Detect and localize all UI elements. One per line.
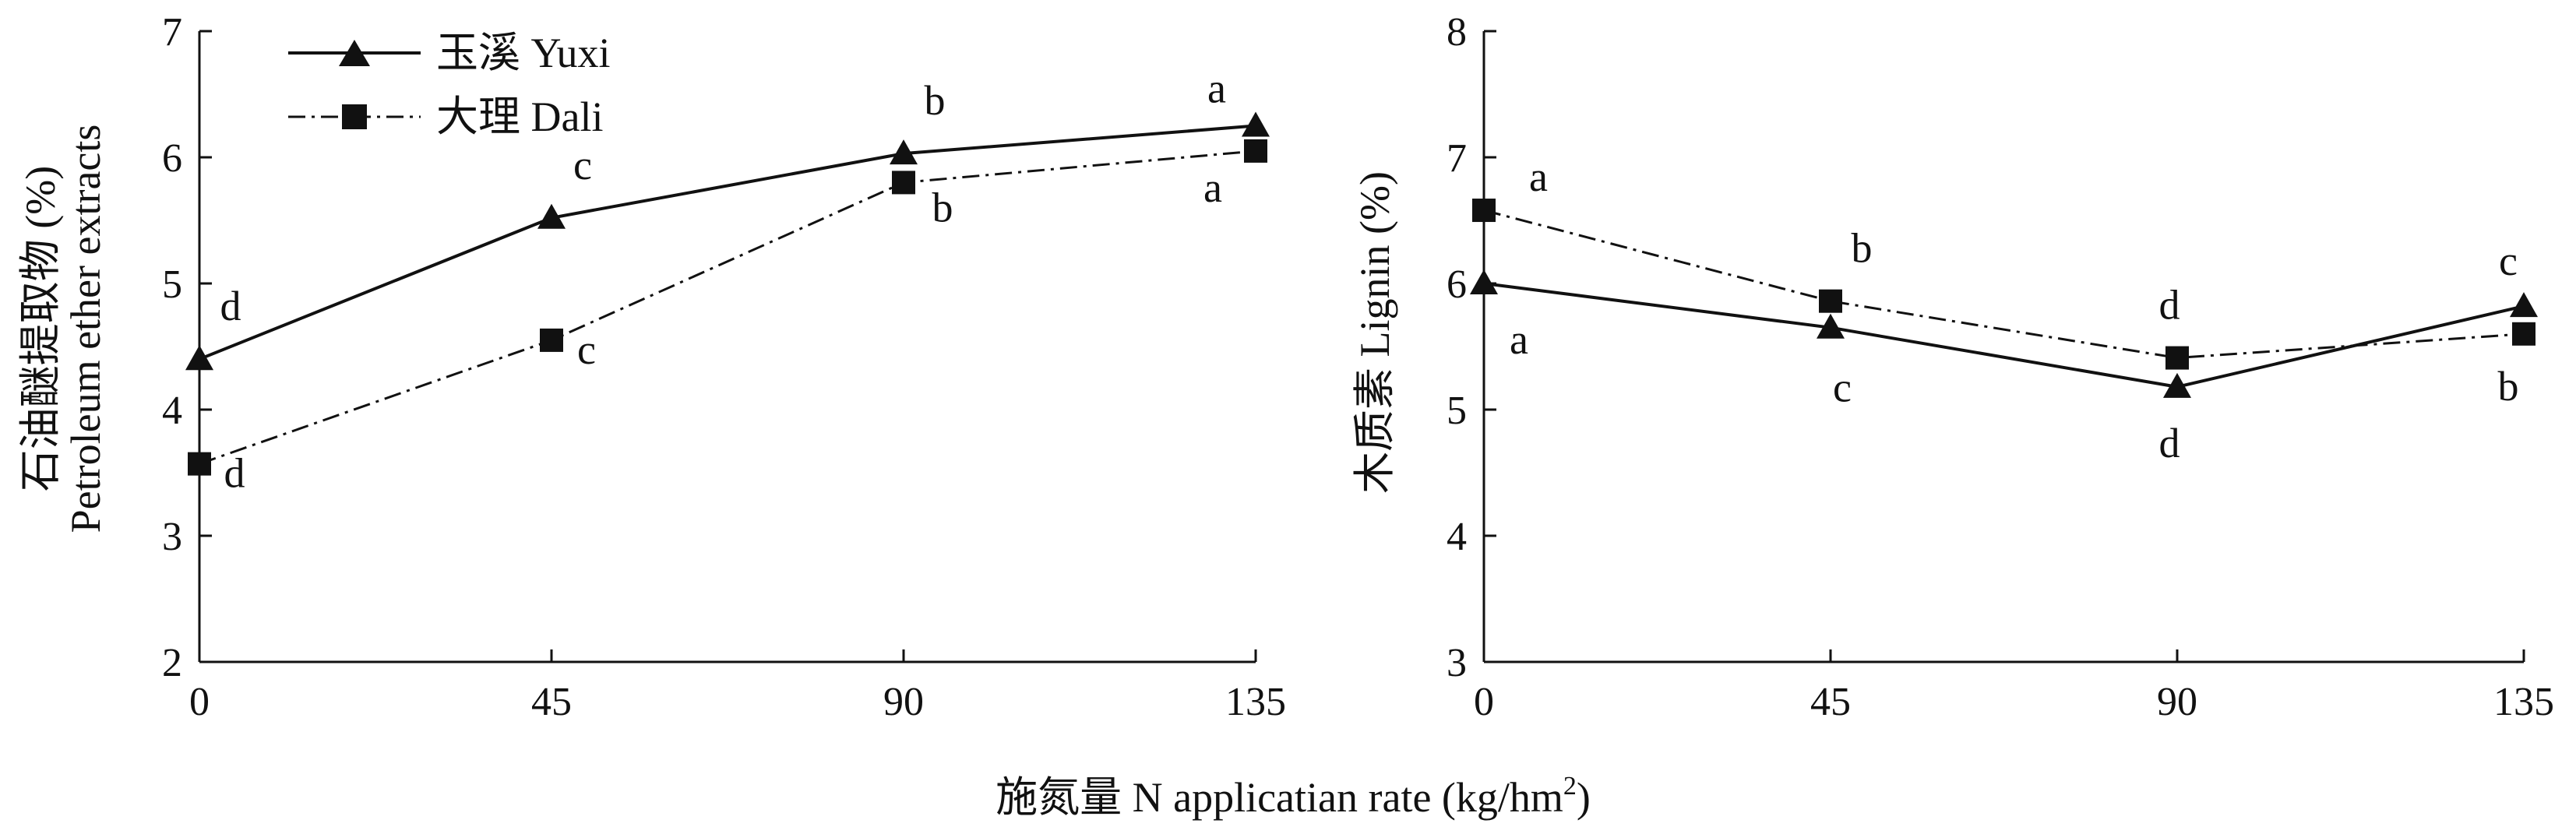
p2-point-dali-90	[2165, 346, 2189, 370]
p2-point-dali-135	[2512, 322, 2535, 346]
p2-sig-letter-dali-90: d	[2159, 282, 2180, 329]
p1-point-dali-0	[188, 452, 211, 476]
p2-series-line-dali	[1483, 209, 2525, 360]
p1-sig-letter-yuxi-135: a	[1207, 65, 1226, 112]
p2-point-yuxi-0	[1470, 269, 1498, 294]
p2-sig-letter-yuxi-90: d	[2159, 420, 2180, 466]
p2-sig-letter-yuxi-0: a	[1510, 316, 1528, 363]
p2-sig-letter-dali-45: b	[1852, 225, 1873, 272]
x-axis-label-text: 施氮量 N applicatian rate (kg/hm	[996, 774, 1563, 821]
p2-y-tick-label-4: 4	[1447, 515, 1467, 559]
p1-x-tick-label-45: 45	[531, 680, 572, 724]
legend-label-dali: 大理 Dali	[436, 93, 603, 140]
p1-sig-letter-yuxi-0: d	[220, 283, 241, 329]
x-axis-label-superscript: 2	[1563, 772, 1577, 801]
p2-sig-letter-dali-135: b	[2498, 363, 2519, 410]
p2-point-yuxi-45	[1817, 313, 1845, 339]
p1-sig-letter-yuxi-90: b	[925, 77, 946, 124]
p1-sig-letter-dali-135: a	[1203, 164, 1222, 211]
y-axis-label-en: Petroleum ether extracts	[62, 125, 109, 533]
p2-point-yuxi-90	[2163, 372, 2191, 398]
p1-point-yuxi-90	[890, 139, 918, 165]
p1-x-tick-label-90: 90	[883, 680, 924, 724]
p2-x-tick-label-45: 45	[1810, 680, 1851, 724]
p2-y-tick-label-3: 3	[1447, 641, 1467, 685]
p1-x-tick-label-135: 135	[1225, 680, 1286, 724]
p2-point-dali-0	[1472, 199, 1496, 223]
p1-y-tick-label-4: 4	[162, 389, 182, 433]
p1-sig-letter-dali-45: c	[577, 326, 596, 373]
p2-x-tick-label-90: 90	[2157, 680, 2197, 724]
legend-marker-yuxi	[339, 40, 370, 66]
p2-series-line-yuxi	[1483, 282, 2525, 389]
p2-sig-letter-yuxi-45: c	[1833, 364, 1852, 411]
x-axis-label: 施氮量 N applicatian rate (kg/hm2)	[996, 772, 1591, 821]
p1-y-tick-label-5: 5	[162, 262, 182, 307]
p1-series-line-dali	[199, 150, 1256, 466]
p2-point-dali-45	[1819, 289, 1842, 313]
p1-point-yuxi-0	[185, 345, 213, 371]
p2-y-tick-label-7: 7	[1447, 136, 1467, 181]
p2-sig-letter-dali-0: a	[1529, 153, 1548, 200]
p2-y-tick-label-6: 6	[1447, 262, 1467, 307]
x-axis-label-close: )	[1577, 774, 1591, 821]
p1-sig-letter-yuxi-45: c	[573, 142, 592, 188]
y-axis-label-lignin: 木质素 Lignin (%)	[1351, 171, 1398, 494]
p2-sig-letter-yuxi-135: c	[2499, 238, 2518, 284]
p1-point-dali-45	[540, 328, 563, 352]
legend-marker-dali	[342, 104, 367, 129]
p2-y-tick-label-8: 8	[1447, 10, 1467, 55]
p1-y-tick-label-6: 6	[162, 136, 182, 181]
y-axis-label-cn: 石油醚提取物 (%)	[17, 166, 64, 491]
p1-sig-letter-dali-90: b	[932, 184, 953, 231]
p1-point-yuxi-135	[1242, 111, 1270, 137]
p2-x-tick-label-0: 0	[1474, 680, 1494, 724]
p1-y-tick-label-7: 7	[162, 10, 182, 55]
p1-point-dali-135	[1244, 139, 1267, 163]
p2-point-yuxi-135	[2510, 292, 2538, 318]
p1-x-tick-label-0: 0	[189, 680, 210, 724]
p1-series-line-yuxi	[199, 124, 1256, 361]
p1-point-yuxi-45	[537, 203, 566, 229]
p1-y-tick-label-2: 2	[162, 641, 182, 685]
legend: 玉溪 Yuxi 大理 Dali	[288, 30, 611, 140]
p1-y-tick-label-3: 3	[162, 515, 182, 559]
legend-label-yuxi: 玉溪 Yuxi	[436, 30, 611, 76]
p2-x-tick-label-135: 135	[2493, 680, 2554, 724]
p2-y-tick-label-5: 5	[1447, 389, 1467, 433]
p1-point-dali-90	[892, 171, 915, 195]
p1-sig-letter-dali-0: d	[224, 450, 245, 497]
